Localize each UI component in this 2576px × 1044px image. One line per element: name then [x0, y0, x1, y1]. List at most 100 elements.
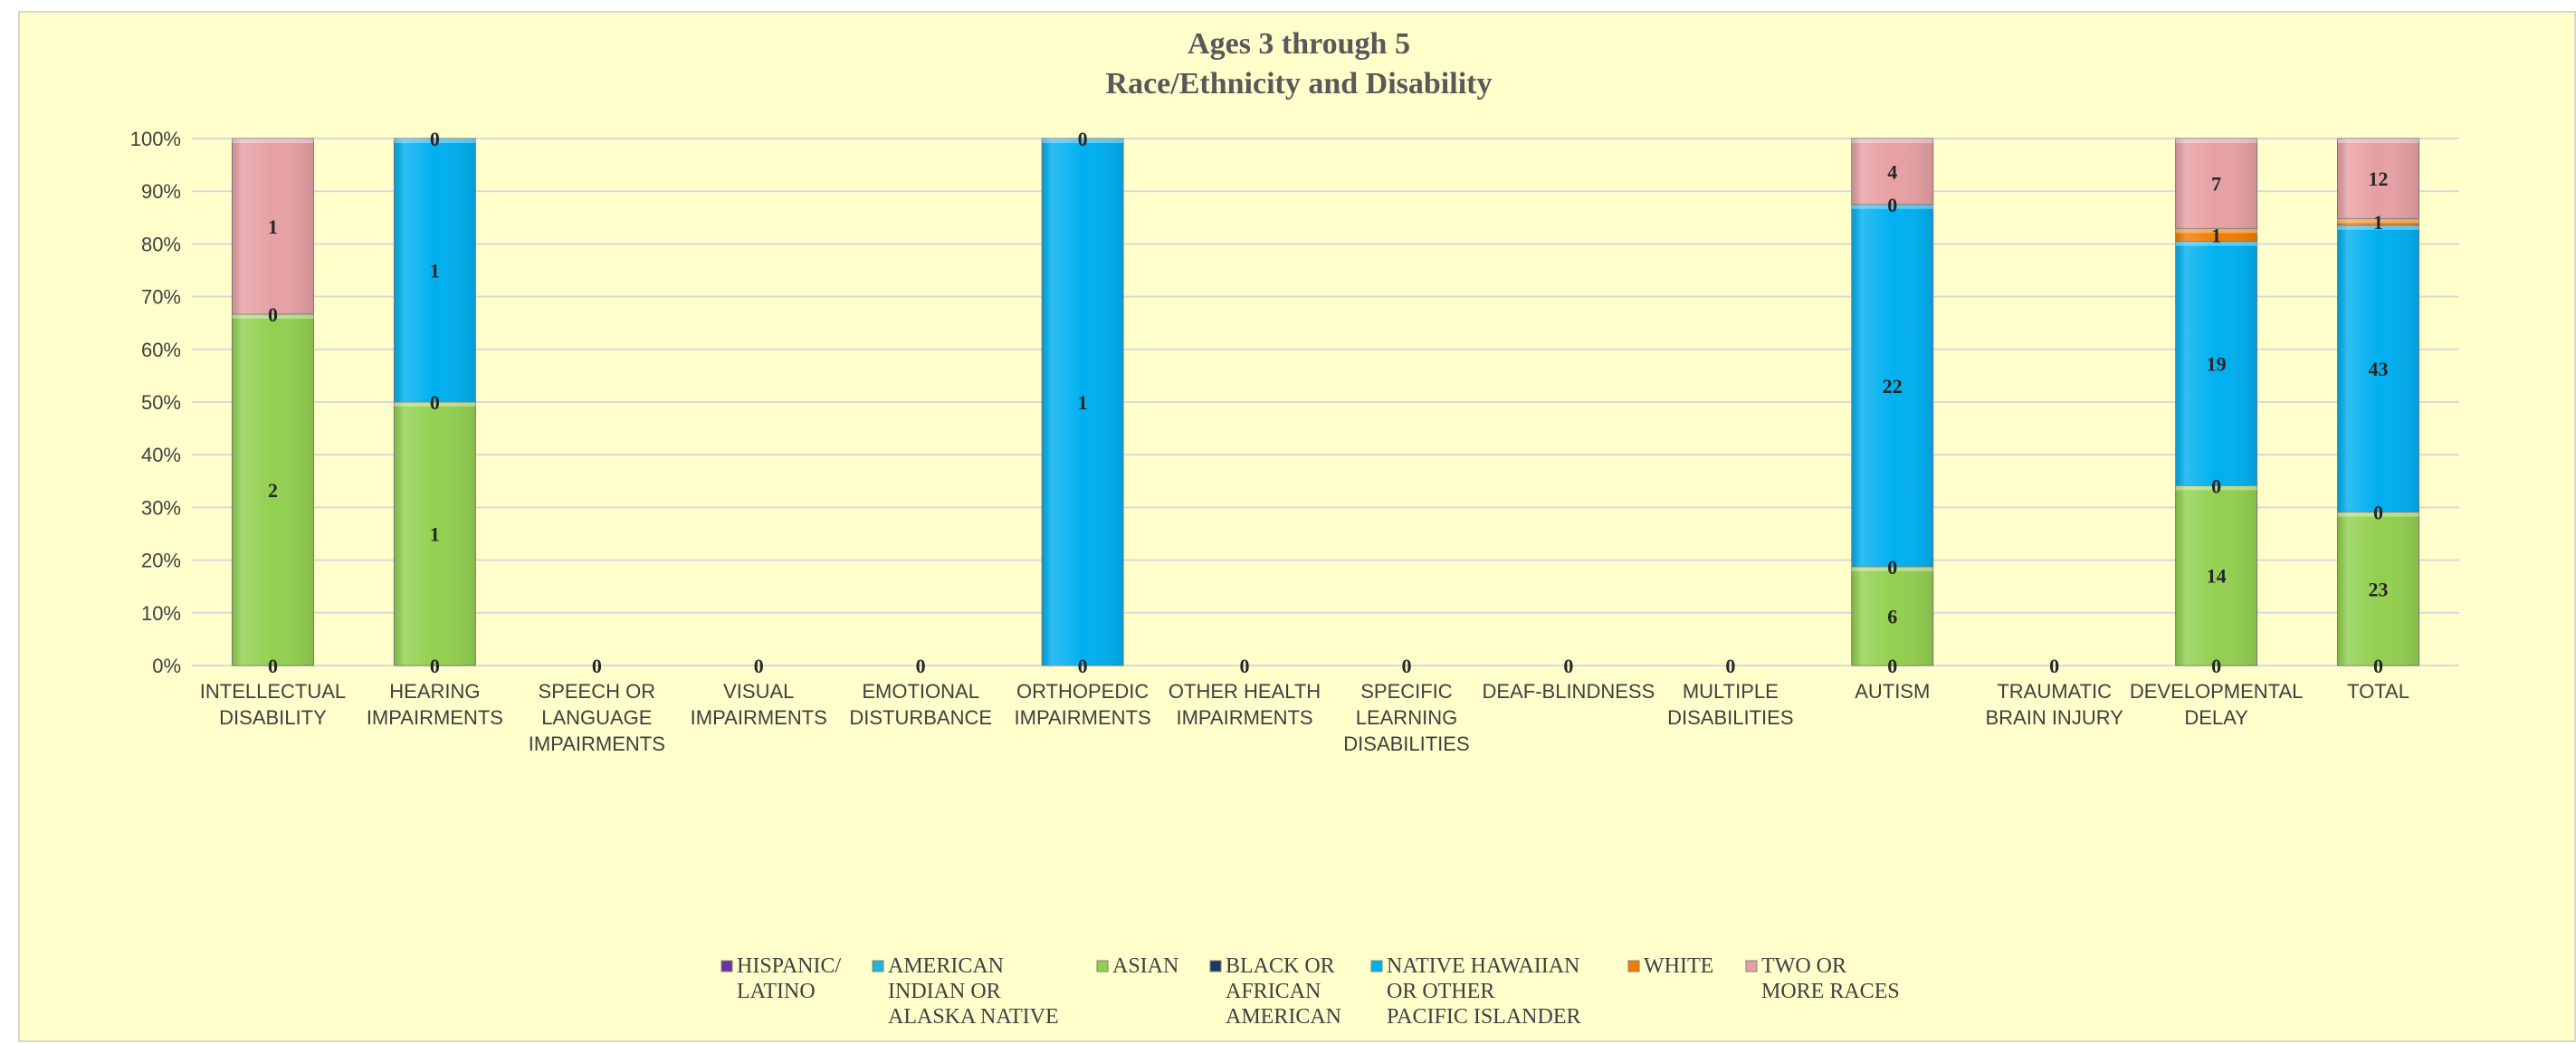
bar-segment-highlight — [2337, 218, 2419, 224]
data-label: 1 — [1078, 391, 1088, 414]
bar-segment-shade — [2337, 225, 2419, 512]
data-label: 0 — [1240, 655, 1250, 677]
legend-swatch — [1096, 960, 1109, 972]
x-category-label: MULTIPLE DISABILITIES — [1667, 680, 1793, 729]
legend-label: AMERICAN INDIAN OR ALASKA NATIVE — [888, 954, 1059, 1029]
x-category-label: ORTHOPEDIC IMPAIRMENTS — [1015, 680, 1151, 729]
x-category-label: HEARING IMPAIRMENTS — [367, 680, 503, 729]
legend-label: TWO OR MORE RACES — [1761, 954, 1900, 1003]
y-tick-label: 30% — [141, 496, 181, 519]
data-label: 1 — [2373, 211, 2383, 234]
chart-subtitle: Race/Ethnicity and Disability — [1106, 67, 1493, 101]
bar-segment-shade — [232, 314, 314, 666]
y-tick-label: 80% — [141, 233, 181, 255]
data-label: 6 — [1887, 605, 1897, 627]
data-label: 0 — [2373, 502, 2383, 524]
bar-segment-highlight — [232, 139, 314, 143]
bar-segment-shade — [2175, 485, 2257, 666]
bar-segment-shade — [232, 139, 314, 314]
gridlines — [192, 138, 2459, 666]
y-tick-label: 10% — [141, 602, 181, 625]
data-label: 1 — [2211, 224, 2221, 246]
x-category-label: INTELLECTUAL DISABILITY — [200, 680, 346, 729]
data-label: 0 — [2211, 474, 2221, 497]
data-label: 0 — [1078, 655, 1088, 677]
legend-swatch — [872, 960, 884, 972]
data-label: 0 — [2211, 655, 2221, 677]
chart-title: Ages 3 through 5 — [1188, 27, 1410, 61]
bar-segment-highlight — [2337, 139, 2419, 143]
x-category-label: SPECIFIC LEARNING DISABILITIES — [1343, 680, 1469, 755]
data-label: 0 — [430, 128, 440, 150]
bar-segment-highlight — [2175, 228, 2257, 234]
y-tick-label: 20% — [141, 550, 181, 572]
y-tick-label: 40% — [141, 444, 181, 466]
y-tick-label: 60% — [141, 339, 181, 361]
legend: HISPANIC/LATINO AMERICAN INDIAN OR ALASKA N… — [720, 954, 1900, 1029]
bar-segment-highlight — [394, 402, 476, 407]
bar-segment-highlight — [1851, 566, 1933, 571]
legend-swatch — [1627, 960, 1640, 972]
bar-segment-shade — [394, 402, 476, 666]
legend-label: ASIAN — [1112, 954, 1178, 978]
bar-segment-highlight — [394, 139, 476, 143]
data-label: 7 — [2211, 173, 2221, 196]
legend-label: BLACK OR AFRICAN AMERICAN — [1226, 954, 1341, 1029]
data-label: 0 — [1401, 655, 1411, 677]
data-label: 23 — [2369, 578, 2389, 600]
bar-segment-shade — [1851, 566, 1933, 666]
bars — [231, 138, 2420, 666]
x-category-label: SPEECH OR LANGUAGE IMPAIRMENTS — [529, 680, 665, 755]
stacked-bar-chart: Ages 3 through 5 Race/Ethnicity and Disa… — [130, 27, 2459, 1029]
bar-segment-shade — [1851, 204, 1933, 567]
legend-swatch — [1209, 960, 1222, 972]
legend-swatch — [1745, 960, 1758, 972]
data-label: 0 — [430, 655, 440, 677]
bar-segment-highlight — [2175, 241, 2257, 246]
data-label: 0 — [592, 655, 602, 677]
bar-segment-shade — [2337, 139, 2419, 219]
data-label: 0 — [1887, 556, 1897, 579]
data-label: 0 — [2049, 655, 2059, 677]
data-label: 22 — [1883, 375, 1903, 397]
data-label: 0 — [1887, 655, 1897, 677]
chart-area: Ages 3 through 5 Race/Ethnicity and Disa… — [18, 11, 2576, 1042]
bar-segment-shade — [2337, 218, 2419, 225]
data-label: 14 — [2207, 565, 2227, 588]
x-category-label: VISUAL IMPAIRMENTS — [691, 680, 827, 729]
legend-swatch — [1370, 960, 1383, 972]
bar-segment-shade — [2175, 241, 2257, 486]
data-label: 0 — [916, 655, 926, 677]
bar-segment-shade — [1851, 139, 1933, 205]
data-label: 12 — [2369, 168, 2389, 190]
data-label: 1 — [268, 216, 278, 238]
x-category-label: TOTAL — [2347, 680, 2409, 703]
y-tick-label: 90% — [141, 180, 181, 203]
bar-segment-shade — [2337, 512, 2419, 666]
y-tick-label: 70% — [141, 286, 181, 309]
bar-segment-highlight — [2175, 139, 2257, 143]
data-label: 2 — [268, 479, 278, 502]
bar-segment-highlight — [2337, 512, 2419, 517]
data-label: 0 — [1078, 128, 1088, 150]
data-label: 0 — [2373, 655, 2383, 677]
x-category-label: DEVELOPMENTAL DELAY — [2130, 680, 2304, 729]
bar-segment-highlight — [1042, 139, 1124, 143]
x-category-label: EMOTIONAL DISTURBANCE — [849, 680, 992, 729]
data-label: 0 — [1725, 655, 1735, 677]
data-labels: 0 2 0 1 0 1 0 1 0 0 0 0 0 1 0 0 0 0 0 0 6 0 22 0 4 0 0 14 0 19 1 7 0 23 0 4… — [268, 128, 2389, 677]
bar-segment-highlight — [1851, 204, 1933, 209]
x-axis-categories: INTELLECTUAL DISABILITY HEARING IMPAIRMENTS… — [200, 680, 2409, 755]
legend-label: NATIVE HAWAIIAN OR OTHER PACIFIC ISLANDER — [1387, 954, 1581, 1029]
y-axis-ticks: 0% 10% 20% 30% 40% 50% 60% 70% 80% 90% 100% — [130, 128, 181, 677]
data-label: 0 — [430, 391, 440, 414]
bar-segment-shade — [394, 139, 476, 402]
y-tick-label: 50% — [141, 391, 181, 414]
bar-segment-shade — [2175, 228, 2257, 242]
y-tick-label: 100% — [130, 128, 181, 150]
x-category-label: DEAF-BLINDNESS — [1483, 680, 1655, 703]
data-label: 0 — [268, 655, 278, 677]
data-label: 0 — [1887, 194, 1897, 216]
x-category-label: OTHER HEALTH IMPAIRMENTS — [1169, 680, 1321, 729]
y-tick-label: 0% — [152, 655, 181, 677]
